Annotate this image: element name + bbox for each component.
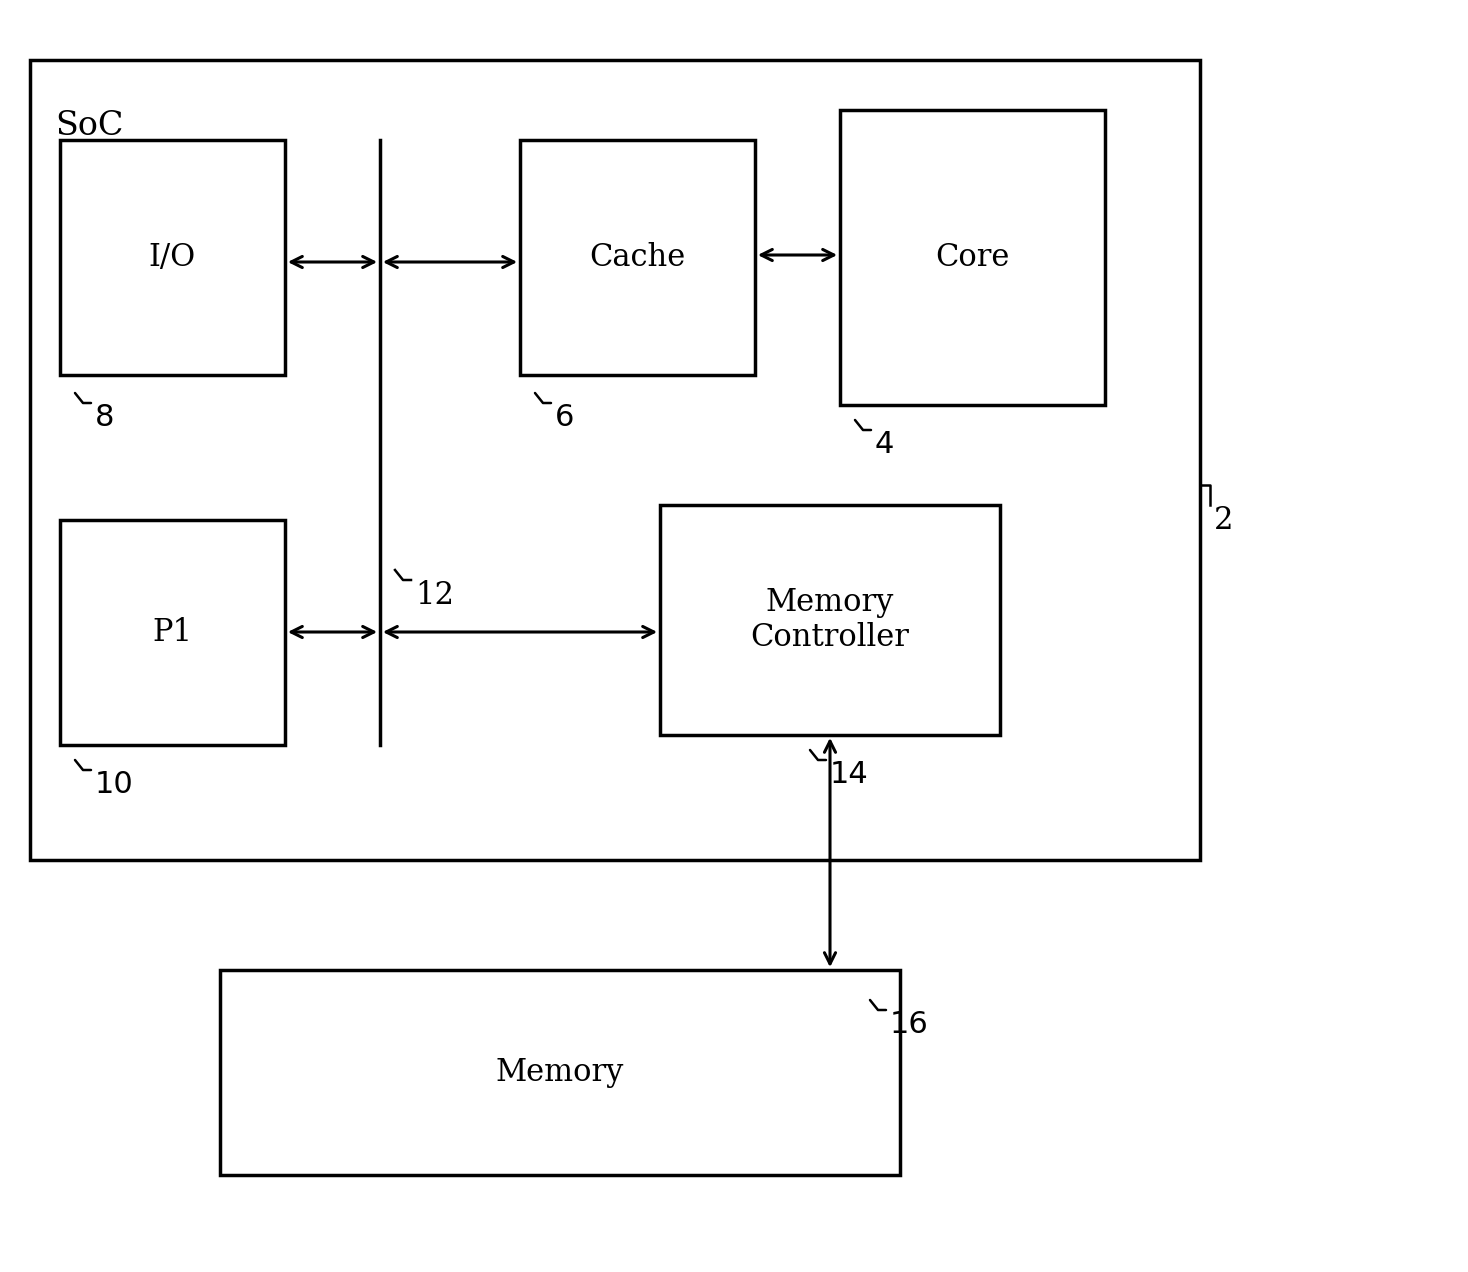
Text: Core: Core xyxy=(935,242,1010,273)
Text: 2: 2 xyxy=(1214,505,1233,536)
Text: 4: 4 xyxy=(875,430,894,459)
Text: 6: 6 xyxy=(555,403,574,432)
Text: 12: 12 xyxy=(415,580,454,611)
Bar xyxy=(29,60,1199,860)
Bar xyxy=(220,971,900,1175)
Bar xyxy=(661,505,1000,735)
Text: I/O: I/O xyxy=(148,242,197,273)
Text: 14: 14 xyxy=(829,759,869,789)
Text: Memory: Memory xyxy=(496,1057,624,1088)
Bar xyxy=(840,109,1105,404)
Bar xyxy=(60,140,285,375)
Text: SoC: SoC xyxy=(54,109,123,142)
Text: 16: 16 xyxy=(890,1010,929,1039)
Text: 8: 8 xyxy=(95,403,115,432)
Text: Memory
Controller: Memory Controller xyxy=(750,586,910,654)
Bar xyxy=(60,520,285,745)
Text: P1: P1 xyxy=(153,617,192,647)
Text: Cache: Cache xyxy=(589,242,686,273)
Text: 10: 10 xyxy=(95,770,134,799)
Bar xyxy=(520,140,755,375)
